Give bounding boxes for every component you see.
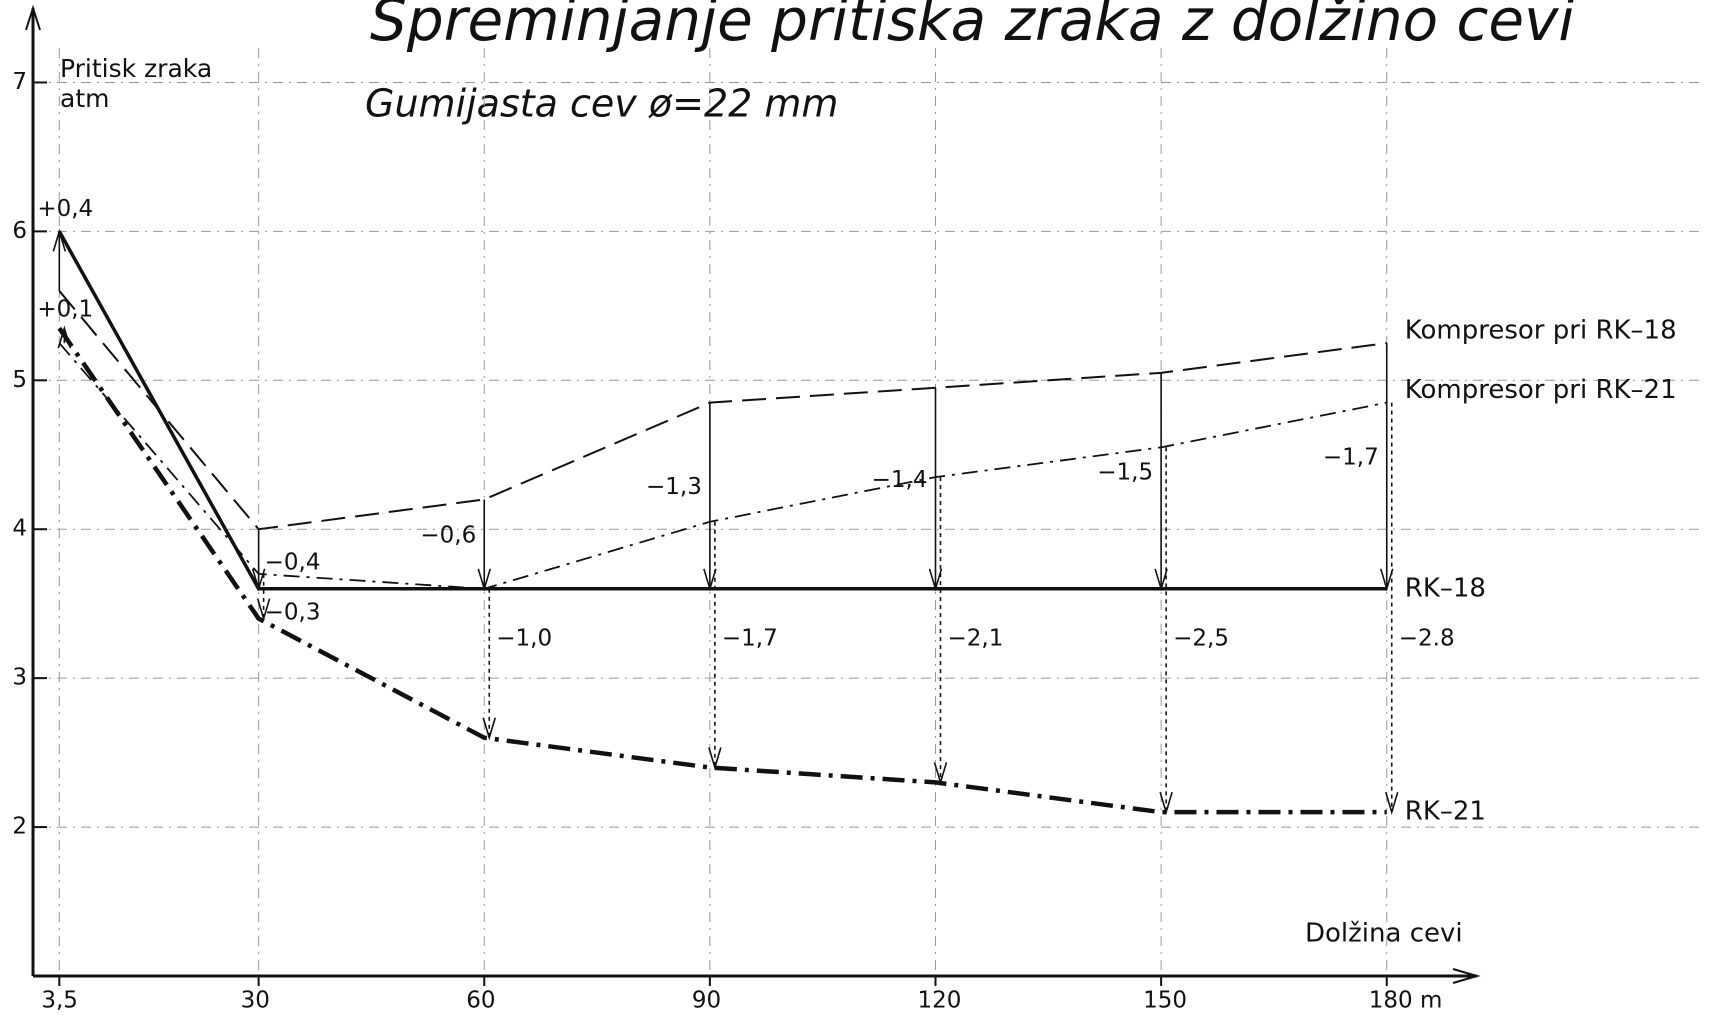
series-label: Kompresor pri RK–18 xyxy=(1405,316,1677,346)
rk18-drop-arrow-head xyxy=(477,568,492,592)
x-tick-label: 30 xyxy=(241,988,270,1014)
rk18-drop-arrow-head xyxy=(1379,568,1394,592)
x-axis-arrow xyxy=(1452,968,1481,984)
rk21-drop-arrow-head xyxy=(256,598,271,622)
rk18-diff-label: −1,5 xyxy=(1097,459,1153,485)
rk21-drop-arrow-head xyxy=(57,325,72,349)
rk21-drop-arrow-head xyxy=(1159,791,1173,815)
y-axis-unit: atm xyxy=(60,84,109,113)
x-tick-label: 90 xyxy=(692,988,721,1014)
y-tick-label: 7 xyxy=(12,69,27,95)
rk21-diff-label: +0,1 xyxy=(37,297,93,323)
rk21-drop-arrow-head xyxy=(1384,791,1399,815)
rk18-diff-label: −1,4 xyxy=(872,467,928,493)
rk21-diff-label: −0,3 xyxy=(265,599,321,625)
rk18-diff-label: −0,4 xyxy=(265,550,321,576)
rk18-diff-label: −1,3 xyxy=(646,474,702,500)
x-tick-label: 150 xyxy=(1143,988,1187,1014)
rk18-drop-arrow-head xyxy=(52,228,67,252)
series-label: Kompresor pri RK–21 xyxy=(1405,375,1677,405)
series-label: RK–18 xyxy=(1405,573,1486,603)
rk21-diff-label: −2,1 xyxy=(948,625,1004,651)
x-tick-label: 60 xyxy=(466,988,495,1014)
rk21-drop-arrow-head xyxy=(482,717,497,741)
x-tick-label: 3,5 xyxy=(41,988,78,1014)
x-tick-label: 120 xyxy=(918,988,962,1014)
rk18-drop-arrow-head xyxy=(1154,568,1168,592)
rk21-drop-arrow-head xyxy=(708,747,722,771)
rk18-diff-label: −0,6 xyxy=(420,523,476,549)
y-axis-arrow xyxy=(25,4,41,31)
rk21-diff-label: −1,7 xyxy=(722,625,778,651)
x-axis-label: Dolžina cevi xyxy=(1305,919,1463,949)
x-tick-label: 180 m xyxy=(1369,988,1443,1014)
rk18-drop-arrow-head xyxy=(251,568,266,592)
series-label: RK–21 xyxy=(1405,797,1486,827)
y-tick-label: 3 xyxy=(12,665,27,691)
rk18-drop-arrow-head xyxy=(928,568,943,592)
rk21-diff-label: −1,0 xyxy=(496,625,552,651)
rk21-drop-arrow-head xyxy=(933,762,948,786)
chart-subtitle: Gumijasta cev ø=22 mm xyxy=(365,82,838,126)
rk21-diff-label: −2,5 xyxy=(1173,625,1229,651)
series-line xyxy=(57,326,1387,815)
rk18-drop-arrow-head xyxy=(703,568,717,592)
y-tick-label: 2 xyxy=(12,814,27,840)
rk18-diff-label: −1,7 xyxy=(1323,444,1379,470)
y-tick-label: 4 xyxy=(12,516,27,542)
rk18-diff-label: +0,4 xyxy=(37,196,93,222)
y-tick-label: 5 xyxy=(12,367,27,393)
chart-title: Spreminjanje pritiska zraka z dolžino ce… xyxy=(370,0,1575,54)
y-tick-label: 6 xyxy=(12,218,27,244)
rk21-diff-label: −2.8 xyxy=(1399,625,1455,651)
y-axis-label: Pritisk zraka xyxy=(60,54,212,83)
